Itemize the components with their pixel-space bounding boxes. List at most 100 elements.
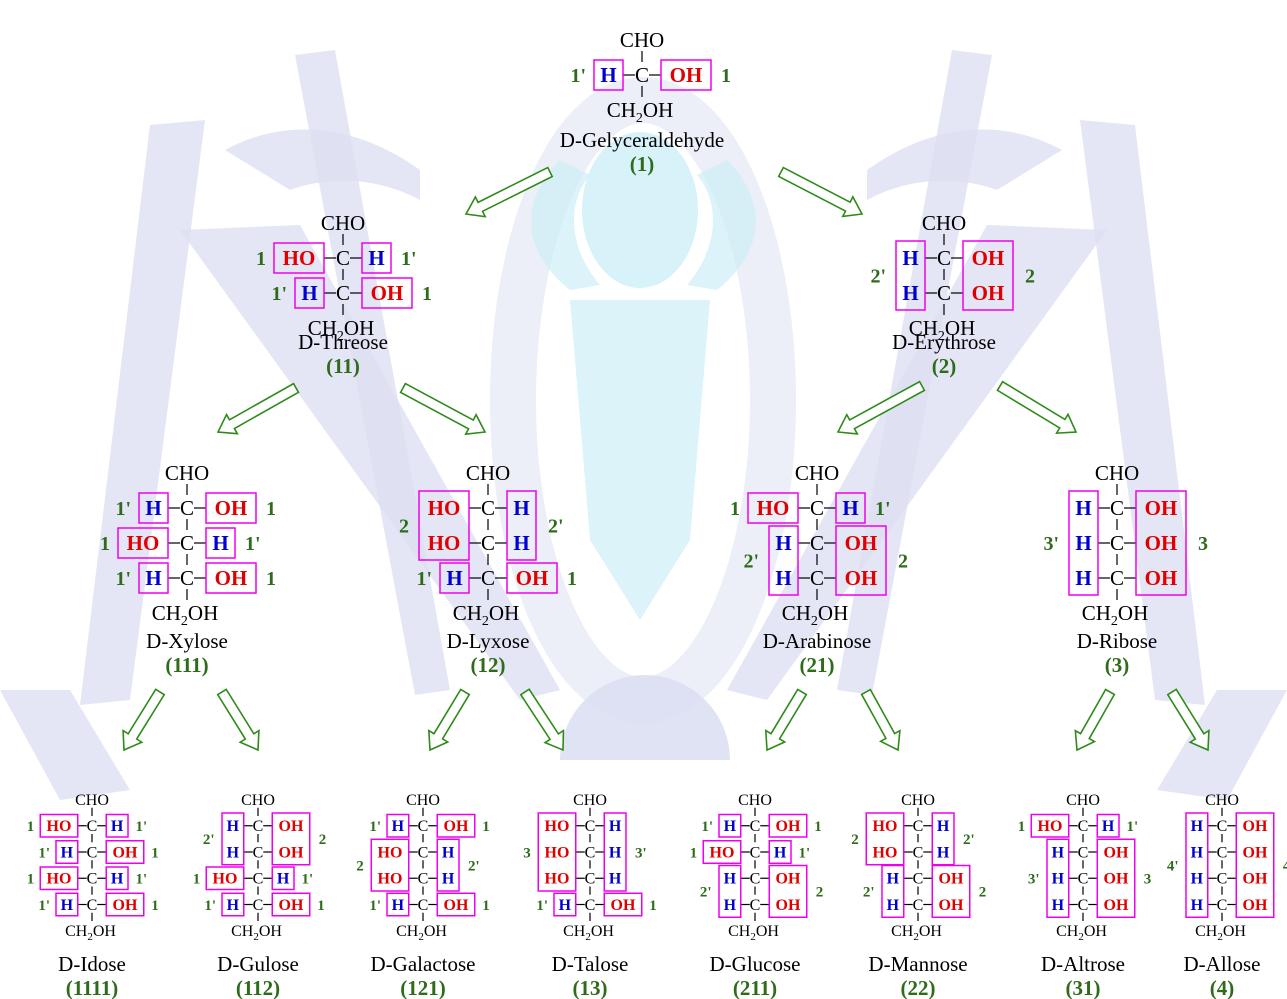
sugar-number: (112) bbox=[236, 976, 280, 999]
left-substituent: HO bbox=[378, 844, 403, 861]
sugar-number: (31) bbox=[1066, 976, 1101, 999]
right-substituent: OH bbox=[279, 844, 304, 861]
right-substituent: OH bbox=[1243, 844, 1268, 861]
carbon-atom: C bbox=[481, 496, 495, 520]
group-count-left: 3' bbox=[1043, 533, 1059, 555]
arrow-layer bbox=[122, 166, 1210, 752]
carbon-atom: C bbox=[336, 281, 350, 305]
left-substituent: H bbox=[1075, 566, 1091, 590]
stereocenter-row: CH OH 1' 1 bbox=[204, 892, 325, 917]
group-box-right bbox=[962, 240, 1014, 311]
arrow-xylose-to-idose bbox=[122, 688, 166, 752]
carbon-atom: C bbox=[253, 897, 264, 914]
group-box-left bbox=[768, 525, 799, 596]
carbon-atom: C bbox=[87, 871, 98, 888]
group-count-right: 2' bbox=[963, 832, 975, 848]
group-box-right bbox=[835, 525, 887, 596]
stereocenter-row: C HO H 1 1' bbox=[193, 866, 313, 895]
group-count-left: 4' bbox=[1167, 858, 1179, 874]
right-substituent: OH bbox=[972, 281, 1005, 305]
right-substituent-box bbox=[105, 840, 145, 864]
group-count-left: 2' bbox=[743, 551, 759, 573]
right-group-count: 1 bbox=[266, 498, 276, 520]
group-count-right: 2 bbox=[898, 551, 908, 573]
left-group-count: 1' bbox=[204, 898, 216, 914]
sugar-number: (22) bbox=[901, 976, 936, 999]
carbon-atom: C bbox=[937, 246, 951, 270]
left-substituent: HO bbox=[47, 871, 72, 888]
carbon-atom: C bbox=[810, 566, 824, 590]
hydroxymethyl-group: CH2OH bbox=[891, 923, 942, 943]
left-substituent: H bbox=[1191, 897, 1204, 914]
hydroxymethyl-group: CH2OH bbox=[396, 923, 447, 943]
right-substituent: OH bbox=[1243, 897, 1268, 914]
watermark-ray-2 bbox=[180, 225, 560, 700]
hydroxymethyl-group: CH2OH bbox=[909, 316, 976, 344]
group-count-right: 2 bbox=[1025, 266, 1035, 288]
right-group-count: 1' bbox=[136, 819, 148, 835]
aldehyde-group: CHO bbox=[1205, 792, 1239, 809]
carbon-atom: C bbox=[1078, 818, 1089, 835]
left-group-count: 1' bbox=[38, 845, 50, 861]
left-substituent: H bbox=[392, 897, 405, 914]
carbon-atom: C bbox=[336, 246, 350, 270]
watermark-ray-5 bbox=[1157, 690, 1287, 800]
right-substituent: OH bbox=[1145, 496, 1178, 520]
right-substituent-box bbox=[105, 892, 145, 917]
group-box-right bbox=[271, 812, 311, 866]
right-substituent: OH bbox=[776, 818, 801, 835]
stereocenter-row: CH OH 1' 1 bbox=[369, 813, 490, 843]
carbon-atom: C bbox=[937, 281, 951, 305]
right-substituent-box bbox=[436, 813, 476, 838]
left-substituent: H bbox=[227, 897, 240, 914]
arrow-threose-to-lyxose bbox=[399, 382, 487, 436]
group-count-right: 2' bbox=[468, 858, 480, 874]
right-group-count: 1' bbox=[799, 845, 811, 861]
group-count-left: 2 bbox=[356, 858, 364, 874]
carbon-atom: C bbox=[180, 531, 194, 555]
stereocenter-row: CH OH 1' 1 bbox=[701, 813, 822, 843]
watermark-wing-left bbox=[225, 129, 420, 200]
left-substituent: H bbox=[887, 897, 900, 914]
watermark-arch bbox=[490, 77, 796, 723]
sugar-number: (111) bbox=[165, 653, 208, 677]
left-group-count: 1' bbox=[271, 283, 287, 305]
group-box-right bbox=[506, 490, 537, 561]
carbon-atom: C bbox=[1217, 818, 1228, 835]
right-substituent: H bbox=[1102, 818, 1115, 835]
carbon-atom: C bbox=[913, 871, 924, 888]
left-substituent: H bbox=[392, 818, 405, 835]
right-substituent: OH bbox=[776, 871, 801, 888]
carbon-atom: C bbox=[1110, 531, 1124, 555]
stereocenter-row: C HO H 1 1' bbox=[256, 242, 417, 280]
watermark-logo bbox=[0, 50, 1287, 800]
right-group-count: 1 bbox=[266, 568, 276, 590]
aldehyde-group: CHO bbox=[738, 792, 772, 809]
carbon-atom: C bbox=[913, 844, 924, 861]
group-box-left bbox=[1068, 490, 1099, 596]
right-substituent: OH bbox=[939, 871, 964, 888]
group-count-right: 2 bbox=[319, 832, 327, 848]
arrow-xylose-to-gulose bbox=[216, 688, 260, 752]
right-substituent: OH bbox=[1104, 871, 1129, 888]
left-substituent: HO bbox=[428, 531, 461, 555]
group-box-right bbox=[603, 812, 627, 892]
left-substituent: H bbox=[775, 531, 791, 555]
carbon-atom: C bbox=[418, 897, 429, 914]
left-group-count: 1 bbox=[256, 248, 266, 270]
